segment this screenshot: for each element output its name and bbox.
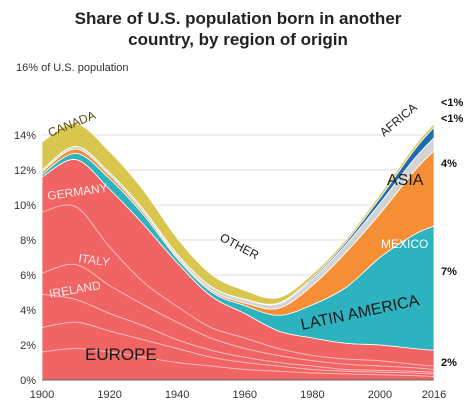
end-value-labels: <1% <1% 4% 7% 2% — [441, 97, 464, 369]
y-tick-label: 2% — [20, 340, 36, 352]
y-tick-label: 10% — [14, 200, 36, 212]
y-tick-label: 4% — [20, 305, 36, 317]
europe-subline-2 — [41, 263, 435, 370]
end-label-europe: 2% — [441, 357, 457, 369]
axes: 0% 2% 4% 6% 8% 10% 12% 14% 1900 1920 1940 1960 1980 2… — [14, 130, 446, 401]
x-tick-label: 2016 — [422, 389, 446, 401]
europe-subline-3 — [41, 293, 435, 373]
chart-title-line-1: Share of U.S. population born in another — [74, 9, 402, 28]
y-tick-label: 14% — [14, 130, 36, 142]
region-label-italy: ITALY — [78, 251, 111, 269]
region-label-europe: EUROPE — [85, 345, 157, 364]
y-tick-label: 8% — [20, 235, 36, 247]
y-axis-unit-label: 16% of U.S. population — [16, 62, 129, 74]
y-tick-label: 6% — [20, 270, 36, 282]
y-tick-label: 0% — [20, 375, 36, 387]
europe-subline-4 — [41, 321, 435, 375]
end-label-canada: <1% — [441, 113, 464, 125]
chart-title-line-2: country, by region of origin — [128, 30, 348, 49]
end-label-africa: <1% — [441, 97, 464, 109]
europe-subline-5 — [41, 347, 435, 377]
x-tick-label: 1980 — [300, 389, 324, 401]
region-label-asia: ASIA — [387, 172, 424, 189]
area-canada — [41, 123, 435, 305]
x-tick-label: 2000 — [368, 389, 392, 401]
europe-subline-1 — [41, 204, 435, 367]
end-label-asia: 4% — [441, 158, 457, 170]
europe-sublines — [41, 204, 435, 377]
x-tick-label: 1960 — [233, 389, 257, 401]
region-label-africa: AFRICA — [377, 100, 420, 139]
x-tick-label: 1900 — [30, 389, 54, 401]
end-label-latin-america: 7% — [441, 266, 457, 278]
chart-title: Share of U.S. population born in another… — [0, 8, 476, 50]
x-tick-label: 1920 — [97, 389, 121, 401]
region-label-other: OTHER — [218, 230, 262, 262]
region-label-mexico: MEXICO — [381, 237, 428, 251]
x-tick-label: 1940 — [165, 389, 189, 401]
y-tick-label: 12% — [14, 165, 36, 177]
